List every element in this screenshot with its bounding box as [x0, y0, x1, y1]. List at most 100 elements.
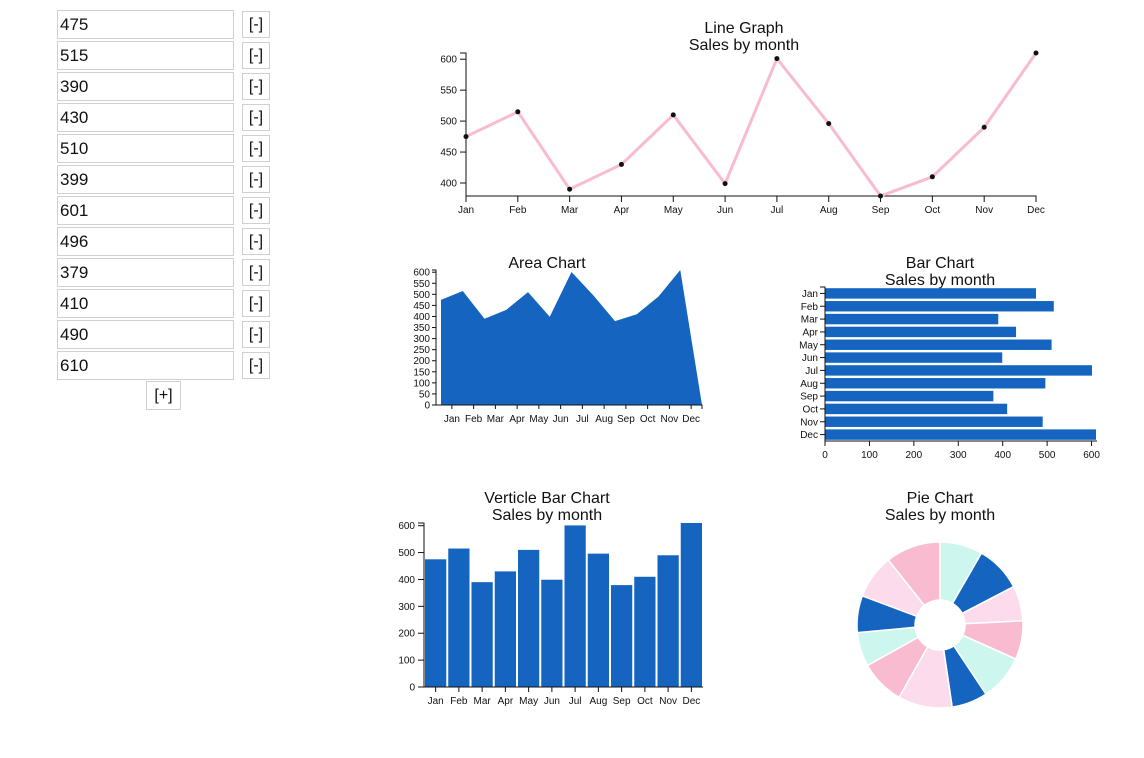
x-tick-label: Oct	[640, 414, 656, 425]
sales-input-panel: [-] [-] [-] [-] [-] [-] [-] [-] [-] [-] …	[0, 0, 300, 420]
data-point	[722, 181, 728, 187]
y-tick-label: Jan	[802, 289, 818, 300]
remove-row-button[interactable]: [-]	[242, 290, 270, 317]
data-point	[618, 161, 624, 167]
x-tick-label: Jul	[771, 205, 784, 216]
remove-row-button[interactable]: [-]	[242, 197, 270, 224]
pie-chart: Pie Chart Sales by month	[856, 490, 1024, 709]
remove-row-button[interactable]: [-]	[242, 352, 270, 379]
value-input[interactable]	[57, 41, 234, 70]
x-tick-label: Nov	[660, 414, 678, 425]
bar	[825, 288, 1037, 299]
bar	[448, 548, 470, 687]
chart-subtitle: Sales by month	[885, 272, 995, 289]
remove-row-button[interactable]: [-]	[242, 166, 270, 193]
y-tick-label: May	[799, 340, 818, 351]
x-tick-label: May	[519, 696, 538, 707]
bar	[825, 403, 1008, 415]
y-tick-label: 0	[409, 683, 415, 694]
remove-row-button[interactable]: [-]	[242, 42, 270, 69]
bar	[494, 571, 516, 687]
x-tick-label: Jun	[544, 696, 560, 707]
x-tick-label: May	[664, 205, 683, 216]
chart-title: Pie Chart	[907, 490, 974, 507]
bar	[825, 365, 1093, 376]
y-tick-label: Jun	[802, 353, 818, 364]
value-input[interactable]	[57, 165, 234, 194]
x-tick-label: 400	[994, 450, 1011, 461]
remove-row-button[interactable]: [-]	[242, 228, 270, 255]
y-tick-label: 350	[413, 323, 430, 334]
remove-row-button[interactable]: [-]	[242, 259, 270, 286]
bar	[541, 579, 563, 687]
bar	[611, 585, 633, 687]
y-tick-label: Dec	[800, 430, 818, 441]
y-tick-label: Aug	[800, 379, 818, 390]
x-tick-label: Jul	[576, 414, 589, 425]
data-point	[826, 121, 832, 127]
x-tick-label: Jan	[428, 696, 444, 707]
value-input[interactable]	[57, 258, 234, 287]
x-tick-label: Jan	[444, 414, 460, 425]
data-point	[515, 109, 521, 115]
axis-line	[820, 286, 1097, 442]
x-tick-label: 500	[1039, 450, 1056, 461]
y-tick-label: 600	[413, 268, 430, 279]
x-tick-label: Dec	[682, 414, 700, 425]
x-tick-label: Sep	[617, 414, 635, 425]
bar	[587, 553, 609, 687]
value-input[interactable]	[57, 10, 234, 39]
y-tick-label: Apr	[802, 327, 818, 338]
bar	[825, 352, 1003, 363]
x-tick-label: Mar	[474, 696, 492, 707]
value-input[interactable]	[57, 134, 234, 163]
chart-subtitle: Sales by month	[885, 507, 995, 524]
bar	[825, 390, 994, 402]
bar	[825, 301, 1054, 312]
add-row-button[interactable]: [+]	[146, 381, 181, 410]
value-input[interactable]	[57, 320, 234, 349]
x-tick-label: Apr	[498, 696, 514, 707]
area-fill	[441, 270, 702, 405]
chart-title: Line Graph	[704, 20, 783, 37]
remove-row-button[interactable]: [-]	[242, 104, 270, 131]
bar	[518, 549, 540, 687]
x-tick-label: Sep	[872, 205, 890, 216]
value-input[interactable]	[57, 72, 234, 101]
remove-row-button[interactable]: [-]	[242, 11, 270, 38]
value-input[interactable]	[57, 103, 234, 132]
y-tick-label: Nov	[800, 417, 818, 428]
remove-row-button[interactable]: [-]	[242, 321, 270, 348]
x-tick-label: Feb	[509, 205, 527, 216]
value-input[interactable]	[57, 227, 234, 256]
bar	[657, 555, 679, 687]
y-tick-label: 550	[440, 86, 457, 97]
data-point	[929, 174, 935, 180]
bar	[825, 429, 1096, 440]
chart-subtitle: Sales by month	[689, 37, 799, 54]
x-tick-label: Feb	[450, 696, 468, 707]
value-input[interactable]	[57, 289, 234, 318]
bar	[425, 559, 447, 687]
value-input[interactable]	[57, 196, 234, 225]
pie-slice	[887, 541, 941, 607]
y-tick-label: 550	[413, 279, 430, 290]
y-tick-label: 250	[413, 345, 430, 356]
value-input[interactable]	[57, 351, 234, 380]
remove-row-button[interactable]: [-]	[242, 135, 270, 162]
x-tick-label: Nov	[975, 205, 993, 216]
bar	[825, 378, 1046, 389]
bar	[825, 326, 1017, 338]
x-tick-label: Jan	[458, 205, 474, 216]
bar	[471, 582, 493, 687]
x-tick-label: Apr	[509, 414, 525, 425]
y-tick-label: 200	[398, 629, 415, 640]
x-tick-label: Jun	[553, 414, 569, 425]
x-tick-label: Apr	[614, 205, 630, 216]
y-tick-label: 400	[413, 312, 430, 323]
remove-row-button[interactable]: [-]	[242, 73, 270, 100]
y-tick-label: 400	[398, 575, 415, 586]
y-tick-label: Oct	[802, 404, 818, 415]
